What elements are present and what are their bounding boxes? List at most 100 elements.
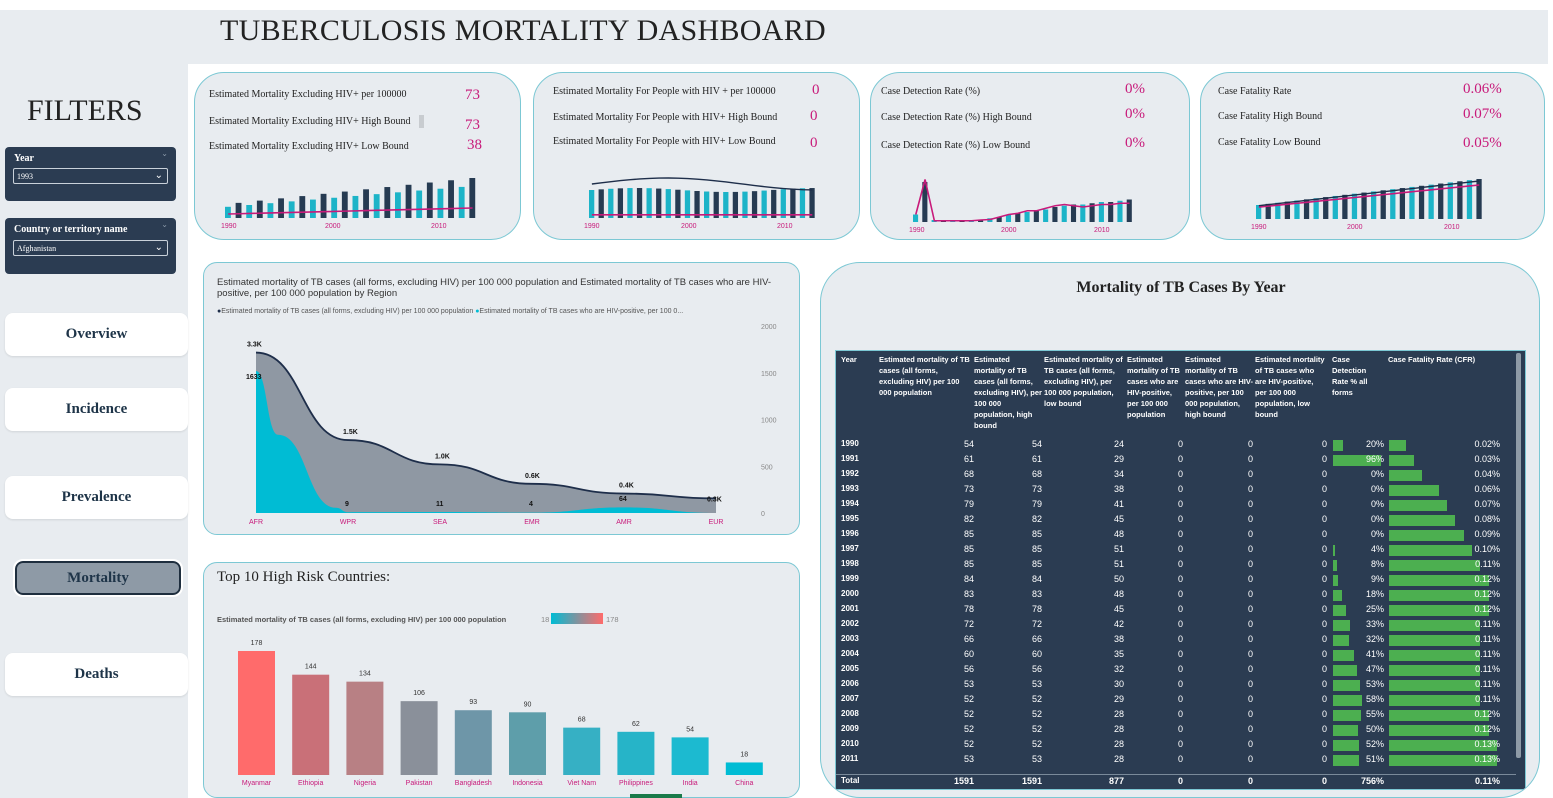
kpi-value: 0 [810,135,818,151]
table-scrollbar[interactable] [1516,353,1521,758]
top10-bar-chart: 178 Myanmar 144 Ethiopia 134 Nigeria 106 Pakist… [238,640,763,787]
mini-bar-chart: 1990 2000 2010 [1251,179,1482,231]
country-dropdown[interactable]: Afghanistan ⌄ [13,240,168,256]
table-cell: 53 [1031,754,1042,764]
nav-mortality-button[interactable]: Mortality [13,559,183,597]
column-header[interactable]: Estimated mortality of TB cases (all for… [879,355,970,397]
mini-bar [1409,186,1415,219]
table-row[interactable]: 2001 78 78 45 0 0 0 25% 0.12% [836,603,1516,618]
collapse-icon[interactable]: ⌄ [161,149,168,158]
table-cell: 0 [1177,439,1183,449]
table-cell: 83 [1031,589,1042,599]
cfr-databar [1389,470,1423,481]
kpi-value: 0% [1125,81,1145,97]
mini-bar [723,191,729,218]
table-row[interactable]: 1997 85 85 51 0 0 0 4% 0.10% [836,543,1516,558]
kpi-value: 0.07% [1463,106,1502,122]
mini-bar [799,188,806,218]
table-cell: 1996 [841,529,859,538]
x-tick-label: Indonesia [512,780,542,787]
table-row[interactable]: 1996 85 85 48 0 0 0 0% 0.09% [836,528,1516,543]
table-row[interactable]: 2007 52 52 29 0 0 0 58% 0.11% [836,693,1516,708]
table-cell: 0 [1247,649,1253,659]
bar [671,737,709,775]
table-row[interactable]: 1991 61 61 29 0 0 0 96% 0.03% [836,453,1516,468]
region-area-chart-panel[interactable]: Estimated mortality of TB cases (all for… [203,262,800,535]
mortality-table[interactable]: Year Estimated mortality of TB cases (al… [835,350,1526,790]
title-bar: TUBERCULOSIS MORTALITY DASHBOARD [188,10,1548,64]
table-cell: 53% [1365,679,1384,689]
nav-incidence-button[interactable]: Incidence [5,388,188,431]
data-label: 0.3K [707,496,722,503]
nav-overview-button[interactable]: Overview [5,313,188,356]
column-header[interactable]: Year [841,355,857,364]
column-header[interactable]: Estimated mortality of TB cases (all for… [1044,355,1123,408]
table-row[interactable]: 2011 53 53 28 0 0 0 51% 0.13% [836,753,1516,768]
collapse-icon[interactable]: ⌄ [161,220,168,229]
table-row[interactable]: 1992 68 68 34 0 0 0 0% 0.04% [836,468,1516,483]
table-row[interactable]: 2006 53 53 30 0 0 0 53% 0.11% [836,678,1516,693]
table-row[interactable]: 2009 52 52 28 0 0 0 50% 0.12% [836,723,1516,738]
year-dropdown[interactable]: 1993 ⌄ [13,168,168,184]
cdr-databar [1333,710,1361,721]
mini-bar [1126,199,1132,222]
mini-bar [598,189,604,218]
scrollbar[interactable] [419,115,424,128]
table-cell: 0.13% [1474,754,1500,764]
data-label: 68 [578,717,586,724]
mini-bar [1399,188,1406,219]
table-row[interactable]: 2000 83 83 48 0 0 0 18% 0.12% [836,588,1516,603]
table-cell: 73 [1031,484,1042,494]
table-row[interactable]: 1993 73 73 38 0 0 0 0% 0.06% [836,483,1516,498]
table-cell: 34 [1113,469,1124,479]
kpi-card-mortality-hiv[interactable]: Estimated Mortality For People with HIV … [533,72,860,240]
column-header[interactable]: Estimated mortality of TB cases who are … [1185,355,1253,419]
mini-bar [278,198,284,218]
table-row[interactable]: 2005 56 56 32 0 0 0 47% 0.11% [836,663,1516,678]
kpi-card-mortality-excl-hiv[interactable]: Estimated Mortality Excluding HIV+ per 1… [194,72,521,240]
column-header[interactable]: Case Detection Rate % all forms [1332,355,1368,397]
top10-panel[interactable]: Top 10 High Risk Countries: Estimated mo… [203,562,800,798]
table-cell: 0 [1321,544,1327,554]
kpi-label: Case Fatality High Bound [1218,111,1323,122]
mini-bar [288,201,295,218]
table-total-row[interactable]: Total 1591 1591 877 0 0 0 756% 0.11% [836,775,1516,789]
page-tab-indicator[interactable] [630,794,682,798]
table-row[interactable]: 2003 66 66 38 0 0 0 32% 0.11% [836,633,1516,648]
table-row[interactable]: 2002 72 72 42 0 0 0 33% 0.11% [836,618,1516,633]
column-header[interactable]: Estimated mortality of TB cases who are … [1255,355,1325,419]
table-cell: 0 [1177,454,1183,464]
nav-prevalence-button[interactable]: Prevalence [5,476,188,519]
table-row[interactable]: 2010 52 52 28 0 0 0 52% 0.13% [836,738,1516,753]
table-row[interactable]: 2004 60 60 35 0 0 0 41% 0.11% [836,648,1516,663]
table-row[interactable]: 1999 84 84 50 0 0 0 9% 0.12% [836,573,1516,588]
mini-bar [1098,202,1104,222]
table-row[interactable]: 2008 52 52 28 0 0 0 55% 0.12% [836,708,1516,723]
table-row[interactable]: 1990 54 54 24 0 0 0 20% 0.02% [836,438,1516,453]
table-cell: 0.06% [1474,484,1500,494]
bar [292,674,330,775]
mini-bar [1080,204,1086,222]
column-header[interactable]: Case Fatality Rate (CFR) [1388,355,1476,364]
mini-bar [363,189,369,218]
table-cell: 73 [963,484,974,494]
table-row[interactable]: 1995 82 82 45 0 0 0 0% 0.08% [836,513,1516,528]
nav-deaths-button[interactable]: Deaths [5,653,188,696]
table-cell: 0 [1177,664,1183,674]
table-title: Mortality of TB Cases By Year [1076,279,1286,296]
axis-label: 1990 [909,227,925,234]
kpi-card-case-detection[interactable]: Case Detection Rate (%) 0% Case Detectio… [870,72,1190,240]
kpi-label: Estimated Mortality Excluding HIV+ Low B… [209,141,409,152]
kpi-card-case-fatality[interactable]: Case Fatality Rate 0.06% Case Fatality H… [1200,72,1545,240]
column-header[interactable]: Estimated mortality of TB cases (all for… [974,355,1042,430]
column-header[interactable]: Estimated mortality of TB cases who are … [1127,355,1180,419]
table-cell: 0.10% [1474,544,1500,554]
table-cell: 85 [1031,559,1042,569]
kpi-label: Case Detection Rate (%) High Bound [881,112,1032,123]
table-row[interactable]: 1998 85 85 51 0 0 0 8% 0.11% [836,558,1516,573]
x-tick-label: Myanmar [242,780,272,787]
mini-bar [1108,202,1114,222]
table-row[interactable]: 1994 79 79 41 0 0 0 0% 0.07% [836,498,1516,513]
cdr-databar [1333,665,1357,676]
filters-title: FILTERS [27,94,143,127]
